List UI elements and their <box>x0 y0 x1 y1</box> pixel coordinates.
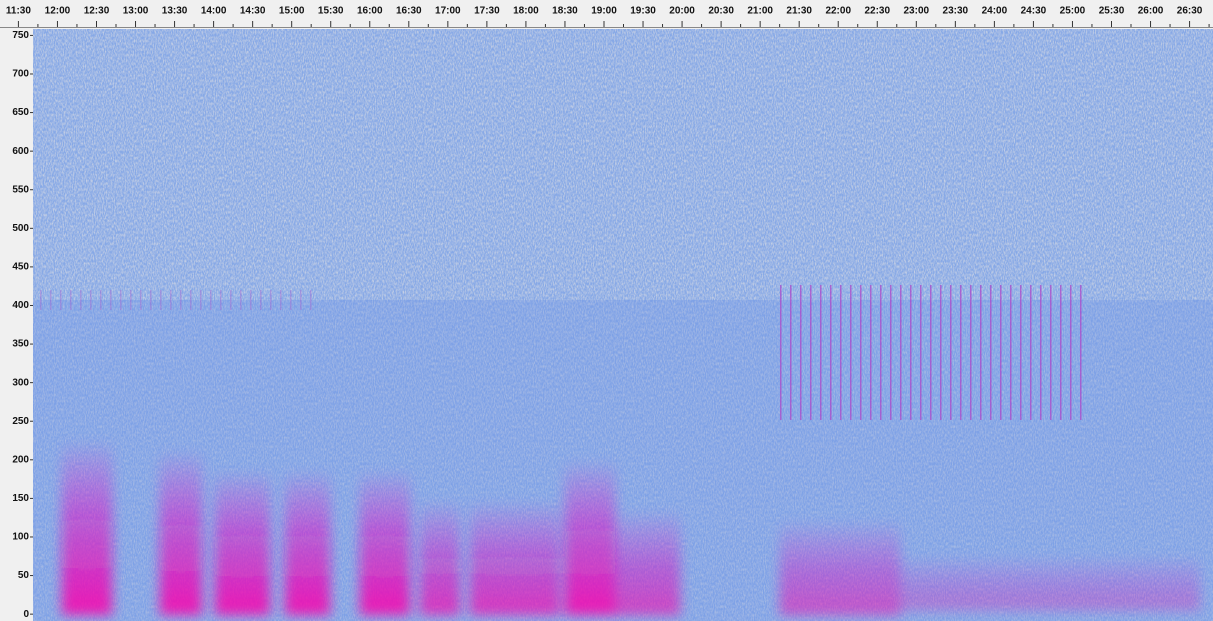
y-tick-label: 500 <box>12 223 29 234</box>
x-tick-label: 17:00 <box>435 6 461 17</box>
x-tick-label: 16:30 <box>396 6 422 17</box>
x-tick-label: 26:30 <box>1177 6 1203 17</box>
x-tick-label: 24:00 <box>982 6 1008 17</box>
x-tick-label: 17:30 <box>474 6 500 17</box>
chart: 11:30 12:00 12:30 13:00 13:30 14:00 14:30 15:00… <box>0 0 1213 621</box>
x-tick-label: 20:30 <box>708 6 734 17</box>
x-tick-label: 12:00 <box>45 6 71 17</box>
y-tick-label: 550 <box>12 184 29 195</box>
y-tick-label: 200 <box>12 454 29 465</box>
x-tick-label: 14:00 <box>201 6 227 17</box>
y-tick-label: 600 <box>12 146 29 157</box>
x-tick-label: 21:30 <box>786 6 812 17</box>
y-tick-label: 100 <box>12 532 29 543</box>
x-tick-label: 20:00 <box>669 6 695 17</box>
y-tick-label: 400 <box>12 300 29 311</box>
page: {"chart_data": {"type": "spectrogram", "… <box>0 0 1213 621</box>
x-tick-label: 23:30 <box>943 6 969 17</box>
x-tick-label: 19:30 <box>630 6 656 17</box>
x-tick-label: 14:30 <box>240 6 266 17</box>
tonal-lines <box>780 285 1090 420</box>
y-tick-label: 300 <box>12 377 29 388</box>
y-tick-label: 0 <box>23 609 29 620</box>
x-tick-label: 16:00 <box>357 6 383 17</box>
x-tick-label: 18:30 <box>552 6 578 17</box>
tonal-lines <box>40 290 320 310</box>
x-tick-label: 11:30 <box>6 6 31 17</box>
x-tick-label: 12:30 <box>84 6 110 17</box>
x-tick-label: 26:00 <box>1138 6 1164 17</box>
x-tick-label: 22:30 <box>864 6 890 17</box>
y-tick-label: 250 <box>12 416 29 427</box>
y-tick-label: 450 <box>12 262 29 273</box>
x-tick-label: 15:30 <box>318 6 344 17</box>
x-tick-label: 15:00 <box>279 6 305 17</box>
x-tick-label: 13:30 <box>162 6 188 17</box>
x-tick-label: 23:00 <box>904 6 930 17</box>
x-tick-label: 13:00 <box>123 6 149 17</box>
spectrogram <box>33 29 1213 621</box>
y-tick-label: 150 <box>12 493 29 504</box>
y-tick-label: 750 <box>12 30 29 41</box>
y-tick-label: 700 <box>12 69 29 80</box>
y-tick-label: 650 <box>12 107 29 118</box>
x-tick-label: 25:30 <box>1099 6 1125 17</box>
x-tick-label: 24:30 <box>1021 6 1047 17</box>
x-tick-label: 19:00 <box>591 6 617 17</box>
x-tick-label: 18:00 <box>513 6 539 17</box>
x-tick-label: 21:00 <box>747 6 773 17</box>
x-tick-label: 25:00 <box>1060 6 1086 17</box>
y-tick-label: 350 <box>12 339 29 350</box>
y-tick-label: 50 <box>18 570 30 581</box>
x-tick-label: 22:00 <box>825 6 851 17</box>
